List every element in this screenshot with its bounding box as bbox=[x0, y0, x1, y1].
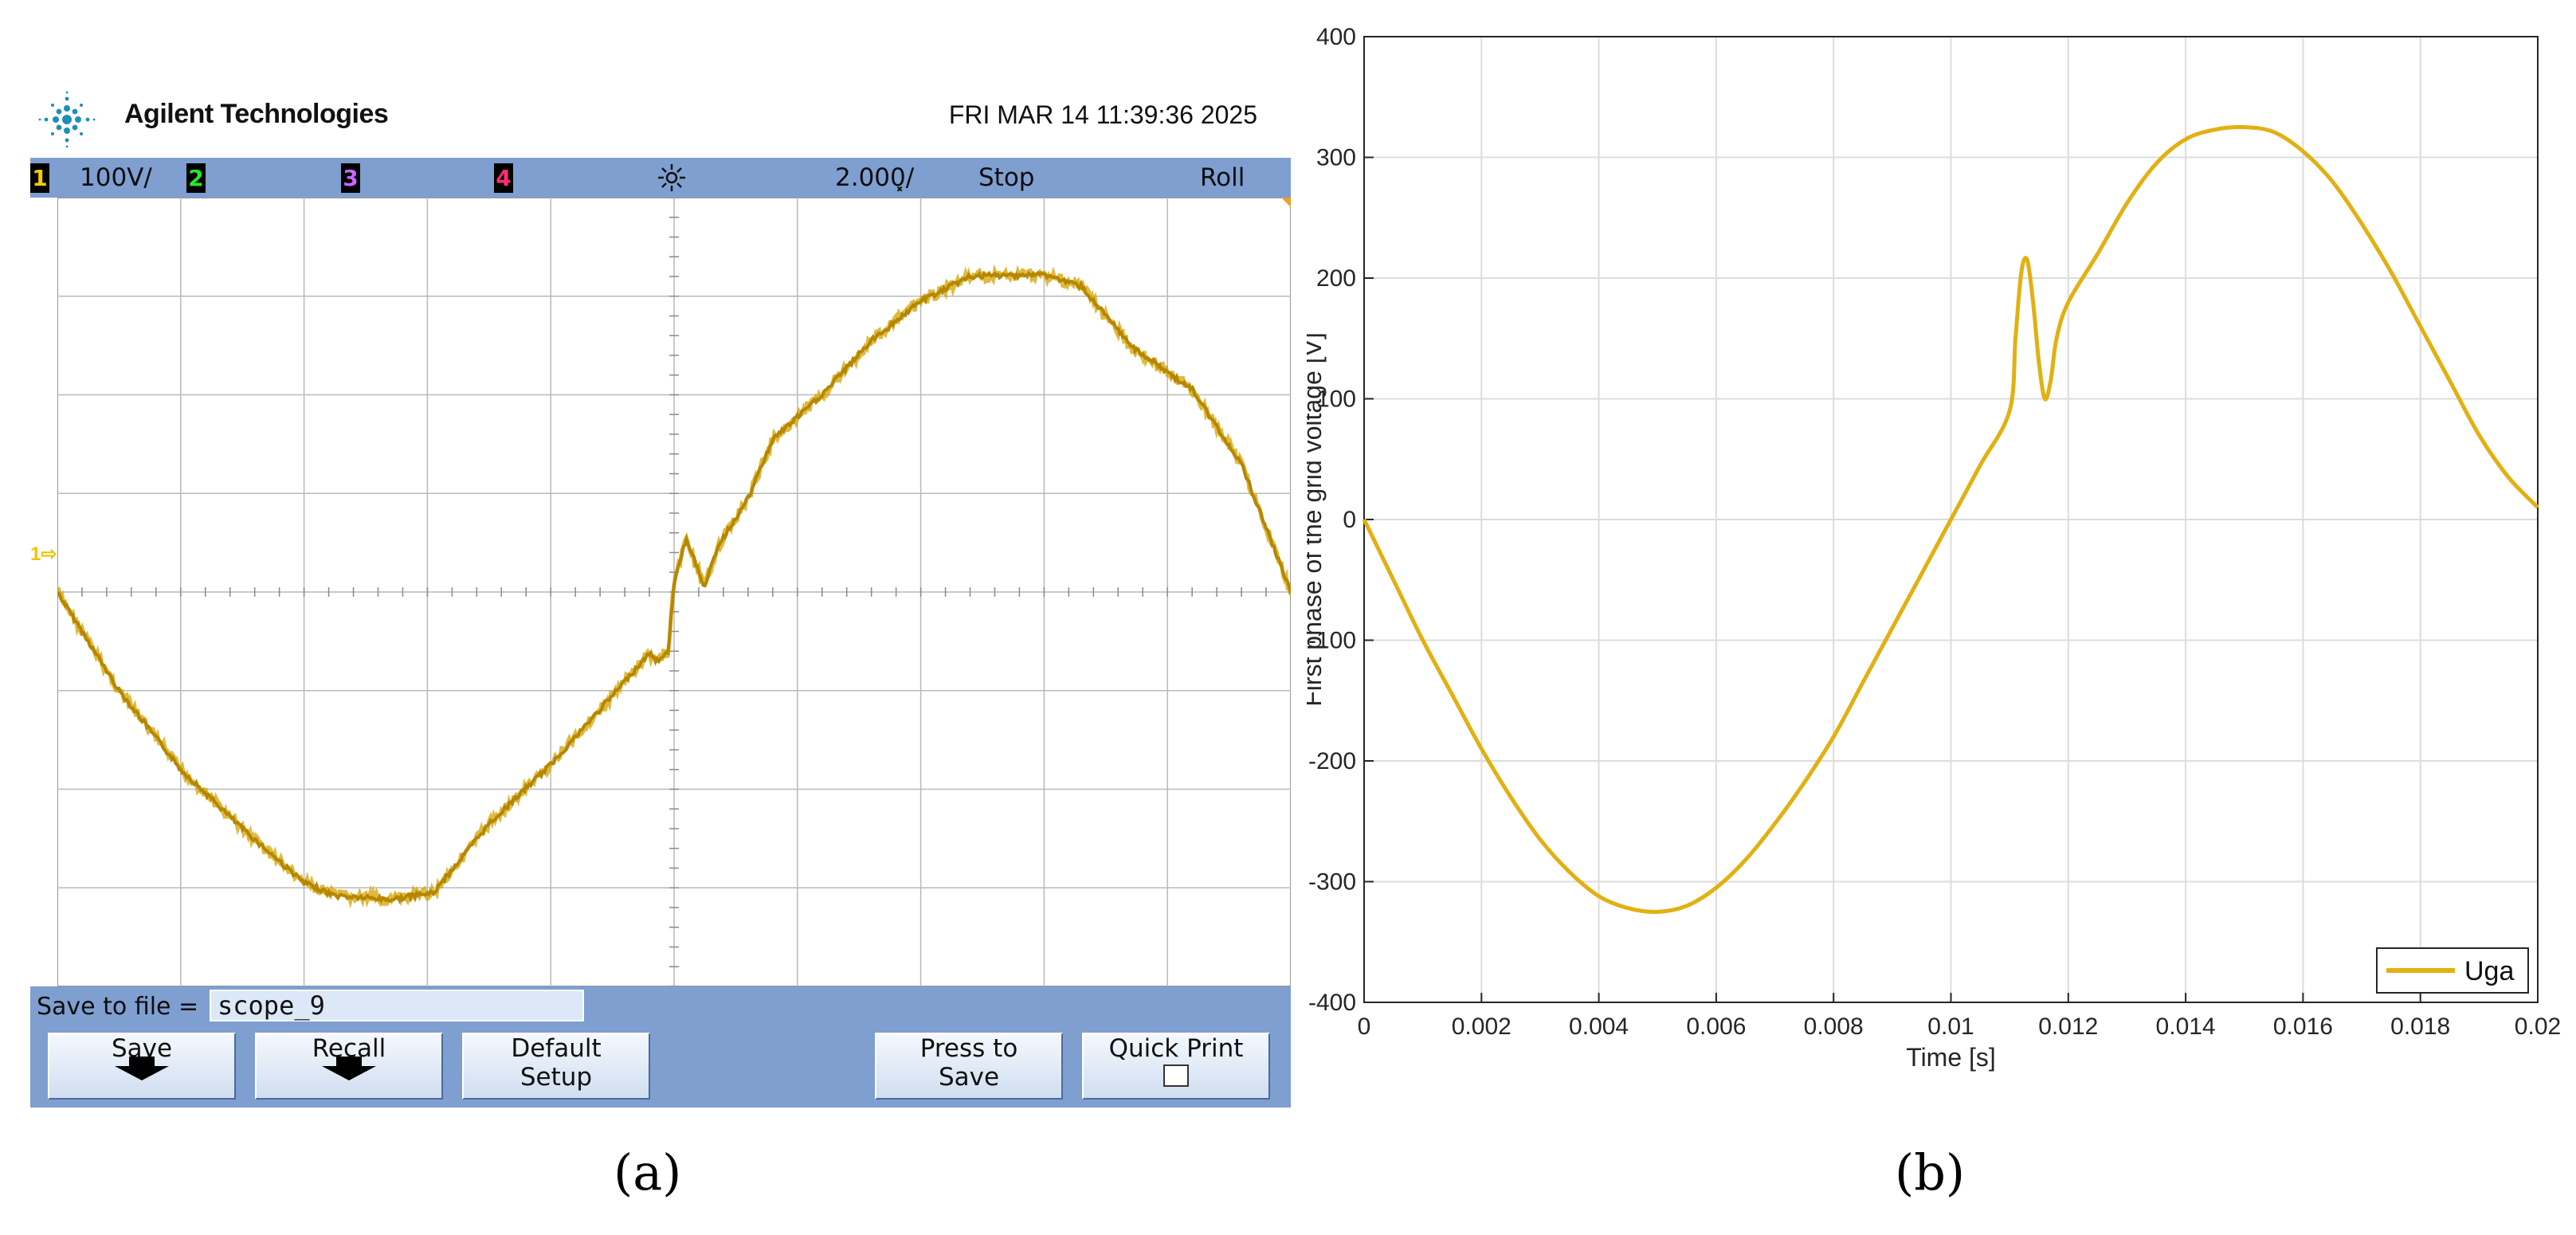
press-to-save-line2: Save bbox=[938, 1063, 1000, 1092]
press-to-save-softkey[interactable]: Press to Save bbox=[875, 1033, 1063, 1100]
press-to-save-line1: Press to bbox=[919, 1034, 1018, 1063]
x-tick-label: 0.014 bbox=[2156, 1013, 2216, 1040]
save-softkey[interactable]: Save bbox=[48, 1033, 236, 1100]
quick-print-softkey[interactable]: Quick Print bbox=[1082, 1033, 1270, 1100]
default-setup-softkey[interactable]: Default Setup bbox=[462, 1033, 650, 1100]
scope-waveform-display bbox=[57, 198, 1291, 986]
agilent-spark-logo-icon bbox=[38, 91, 96, 148]
y-tick-label: -200 bbox=[1308, 748, 1356, 774]
checkbox-icon bbox=[1163, 1064, 1189, 1087]
scope-status-bar: 1 100V/ 2 3 4 2.000͓/ Stop Roll bbox=[30, 158, 1291, 198]
y-tick-label: -400 bbox=[1308, 990, 1356, 1016]
save-to-file-label: Save to file = bbox=[37, 993, 199, 1021]
x-axis-label: Time [s] bbox=[1906, 1043, 1996, 1072]
x-tick-label: 0.002 bbox=[1452, 1013, 1511, 1040]
y-tick-label: 400 bbox=[1316, 24, 1356, 50]
filename-field[interactable]: scope_9 bbox=[210, 990, 584, 1021]
x-tick-label: 0.018 bbox=[2390, 1013, 2450, 1040]
channel-3-indicator[interactable]: 3 bbox=[341, 163, 360, 193]
channel-1-indicator[interactable]: 1 bbox=[30, 163, 49, 193]
channel-1-ground-marker: 1⇨ bbox=[30, 543, 57, 565]
scope-datetime: FRI MAR 14 11:39:36 2025 bbox=[948, 100, 1257, 129]
x-tick-label: 0.006 bbox=[1686, 1013, 1746, 1040]
x-tick-label: 0.016 bbox=[2273, 1013, 2333, 1040]
quick-print-label: Quick Print bbox=[1108, 1034, 1244, 1063]
oscilloscope-screenshot: Agilent Technologies FRI MAR 14 11:39:36… bbox=[30, 80, 1291, 1108]
y-tick-labels: -400 -300 -200 -100 0 100 200 300 400 bbox=[1308, 24, 1374, 1016]
x-tick-label: 0.01 bbox=[1927, 1013, 1974, 1040]
softkey-bar: Save Recall Default Setup Press to Save … bbox=[30, 1028, 1291, 1108]
channel-2-indicator[interactable]: 2 bbox=[186, 163, 206, 193]
recall-softkey[interactable]: Recall bbox=[255, 1033, 443, 1100]
trigger-sun-icon bbox=[658, 164, 685, 191]
x-tick-label: 0.02 bbox=[2515, 1013, 2561, 1040]
x-tick-label: 0.004 bbox=[1569, 1013, 1629, 1040]
series-lines bbox=[1362, 124, 2539, 914]
scope-header: Agilent Technologies FRI MAR 14 11:39:36… bbox=[30, 80, 1291, 158]
x-tick-label: 0.012 bbox=[2038, 1013, 2098, 1040]
timebase-readout: 2.000͓/ bbox=[835, 163, 915, 192]
channel-1-trace bbox=[57, 270, 1291, 905]
down-arrow-icon bbox=[115, 1057, 169, 1080]
default-setup-line1: Default bbox=[511, 1034, 602, 1063]
y-axis-label: First phase of the grid voltage [V] bbox=[1307, 332, 1327, 707]
acquisition-mode: Roll bbox=[1200, 163, 1245, 192]
channel-1-scale: 100V/ bbox=[80, 163, 152, 192]
legend-label-uga: Uga bbox=[2464, 956, 2514, 986]
x-tick-label: 0.008 bbox=[1804, 1013, 1864, 1040]
grid-voltage-chart: 0 0.002 0.004 0.006 0.008 0.01 0.012 0.014 0.016… bbox=[1307, 24, 2561, 1072]
run-state: Stop bbox=[978, 163, 1035, 192]
channel-4-indicator[interactable]: 4 bbox=[494, 163, 513, 193]
panel-label-b: (b) bbox=[1895, 1143, 1966, 1202]
y-tick-label: -300 bbox=[1308, 869, 1356, 896]
panel-label-a: (a) bbox=[614, 1143, 682, 1202]
y-tick-label: 300 bbox=[1316, 145, 1356, 171]
y-tick-label: 100 bbox=[1316, 386, 1356, 413]
screen-corner-marker bbox=[1281, 198, 1291, 207]
brand-name: Agilent Technologies bbox=[124, 99, 389, 129]
legend: Uga bbox=[2376, 947, 2529, 994]
x-tick-label: 0 bbox=[1358, 1013, 1371, 1040]
save-to-file-row: Save to file = scope_9 bbox=[30, 986, 1291, 1028]
y-tick-label: 0 bbox=[1343, 507, 1356, 533]
x-tick-labels: 0 0.002 0.004 0.006 0.008 0.01 0.012 0.014 0.016… bbox=[1358, 993, 2561, 1040]
y-tick-label: -100 bbox=[1308, 628, 1356, 654]
default-setup-line2: Setup bbox=[520, 1063, 593, 1092]
series-line-uga bbox=[1362, 124, 2539, 914]
down-arrow-icon bbox=[322, 1057, 376, 1080]
scope-graticule bbox=[57, 198, 1291, 986]
channel-1-waveform bbox=[57, 264, 1291, 908]
y-tick-label: 200 bbox=[1316, 265, 1356, 292]
screen-left-margin bbox=[30, 198, 57, 986]
